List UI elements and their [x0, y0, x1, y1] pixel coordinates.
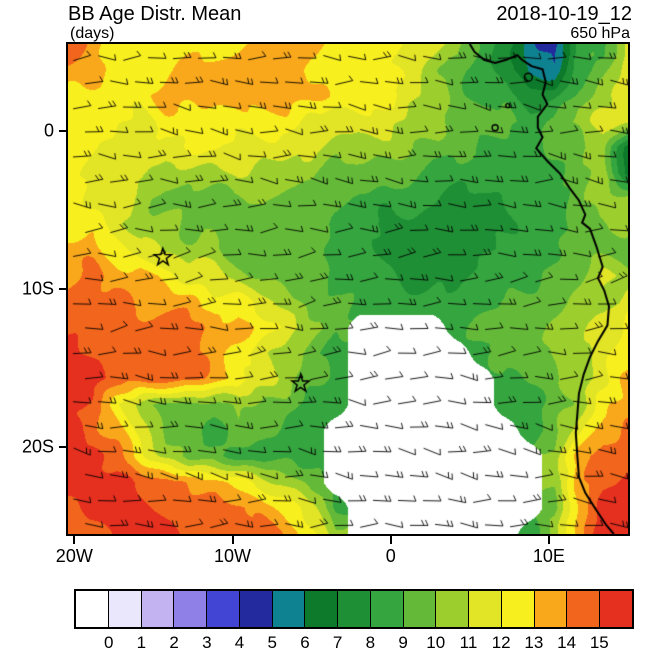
colorbar-label: 14	[557, 633, 577, 652]
colorbar-cell	[600, 591, 633, 627]
plot-level: 650 hPa	[570, 25, 630, 42]
colorbar-cell	[501, 591, 535, 627]
colorbar-labels: 0 1 2 3 4 5 6 7 8 9 10 11 12 13 14 15	[76, 633, 632, 653]
colorbar-label: 0	[103, 633, 114, 652]
colorbar-label: 12	[491, 633, 511, 652]
colorbar-label: 5	[267, 633, 277, 652]
colorbar-cell	[534, 591, 568, 627]
colorbar-cell	[370, 591, 404, 627]
colorbar-label: 7	[332, 633, 343, 652]
plot-units: (days)	[70, 25, 115, 42]
colorbar-cell	[469, 591, 502, 627]
map-frame	[66, 42, 630, 536]
x-axis-label: 20W	[55, 546, 93, 566]
plot-datetime: 2018-10-19_12	[496, 3, 632, 25]
y-axis-tick	[59, 446, 66, 449]
x-axis-label: 0	[385, 546, 396, 566]
map-canvas	[68, 44, 628, 534]
colorbar-cell	[76, 591, 109, 627]
colorbar-cell	[174, 591, 208, 627]
y-axis-label: 0	[43, 120, 54, 141]
colorbar-cell	[403, 591, 437, 627]
colorbar-label: 13	[524, 633, 544, 652]
x-axis-tick	[73, 536, 76, 544]
colorbar-cell	[305, 591, 339, 627]
colorbar-label: 6	[300, 633, 310, 652]
colorbar-cell	[338, 591, 371, 627]
colorbar-cell	[108, 591, 142, 627]
x-axis-tick	[389, 536, 392, 544]
colorbar-cell	[239, 591, 273, 627]
y-axis-label: 10S	[21, 278, 54, 299]
y-axis-tick	[59, 288, 66, 290]
header-row-main: BB Age Distr. Mean 2018-10-19_12	[68, 3, 632, 26]
x-axis-tick	[547, 536, 550, 544]
colorbar-cell	[272, 591, 306, 627]
header-row-sub: (days) 650 hPa	[70, 25, 630, 43]
x-axis-tick	[231, 536, 234, 544]
colorbar-cell	[207, 591, 240, 627]
colorbar-label: 10	[426, 633, 446, 652]
colorbar-label: 15	[589, 633, 609, 652]
colorbar-cell	[567, 591, 601, 627]
y-axis-label: 20S	[21, 436, 54, 457]
colorbar-cell	[436, 591, 470, 627]
colorbar-cell	[141, 591, 175, 627]
colorbar-label: 2	[169, 633, 179, 652]
colorbar-label: 9	[398, 633, 408, 652]
plot-title: BB Age Distr. Mean	[68, 3, 242, 25]
x-axis-label: 10E	[532, 546, 565, 566]
colorbar-label: 3	[202, 633, 212, 652]
y-axis-tick	[59, 129, 66, 132]
colorbar-label: 11	[459, 633, 478, 652]
colorbar-label: 8	[365, 633, 376, 652]
x-axis-label: 10W	[214, 546, 252, 566]
colorbar	[74, 589, 634, 629]
colorbar-label: 4	[234, 633, 245, 652]
colorbar-label: 1	[136, 633, 147, 652]
